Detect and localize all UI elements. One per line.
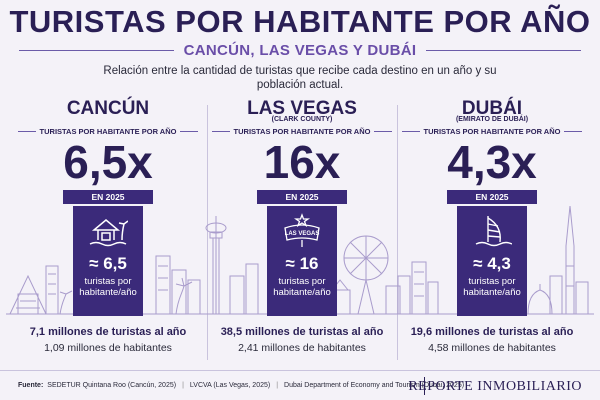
metric-label-row: TURISTAS POR HABITANTE POR AÑO [18, 125, 199, 137]
ratio-card: ≈ 6,5 turistas por habitante/año [73, 206, 143, 316]
las-vegas-sign-icon: LAS VEGAS [284, 213, 320, 247]
metric-label-row: TURISTAS POR HABITANTE POR AÑO [402, 125, 583, 137]
footer-source: Dubai Department of Economy and Tourism … [284, 382, 465, 389]
metric-rule [564, 130, 583, 132]
metric-rule [18, 130, 36, 132]
ratio-value: 16x [263, 136, 341, 188]
tourists-stat: 7,1 millones de turistas al año [29, 326, 187, 338]
city-column-cancun: CANCÚN TURISTAS POR HABITANTE POR AÑO 6,… [6, 98, 210, 363]
footer: Fuente: SEDETUR Quintana Roo (Cancún, 20… [0, 370, 600, 400]
metric-label: TURISTAS POR HABITANTE POR AÑO [233, 126, 371, 136]
card-unit: turistas por habitante/año [463, 276, 521, 298]
subtitle-rule-left [18, 49, 174, 51]
metric-rule [212, 130, 230, 132]
footer-source: LVCVA (Las Vegas, 2025) [189, 382, 271, 389]
card-value: ≈ 6,5 [89, 254, 127, 273]
city-subname: (CLARK COUNTY) [271, 116, 333, 123]
las-vegas-sign-text: LAS VEGAS [285, 231, 320, 237]
card-value: ≈ 16 [285, 254, 319, 273]
footer-separator: | [276, 382, 279, 389]
footer-label: Fuente: [18, 382, 44, 389]
metric-rule [180, 130, 199, 132]
city-subname: (EMIRATO DE DUBÁI) [455, 116, 529, 123]
footer-source: SEDETUR Quintana Roo (Cancún, 2025) [47, 382, 177, 389]
city-name: LAS VEGAS [247, 98, 357, 119]
ratio-card: ≈ 4,3 turistas por habitante/año [457, 206, 527, 316]
column-divider [397, 105, 398, 360]
year-badge: EN 2025 [447, 190, 537, 204]
card-unit: turistas por habitante/año [273, 276, 331, 298]
ratio-card: LAS VEGAS ≈ 16 turistas por habitante/añ… [267, 206, 337, 316]
las-vegas-skyline-illustration [200, 216, 404, 315]
city-name: DUBÁI [461, 98, 523, 119]
tourists-stat: 19,6 millones de turistas al año [410, 326, 574, 338]
year-badge: EN 2025 [63, 190, 153, 204]
subtitle-row: CANCÚN, LAS VEGAS Y DUBÁI [0, 40, 600, 60]
beach-hut-icon [89, 219, 128, 247]
residents-stat: 1,09 millones de habitantes [44, 342, 172, 354]
metric-label: TURISTAS POR HABITANTE POR AÑO [39, 126, 177, 136]
ratio-value: 6,5x [63, 136, 153, 188]
metric-rule [402, 130, 420, 132]
metric-label: TURISTAS POR HABITANTE POR AÑO [423, 126, 561, 136]
footer-separator: | [182, 382, 184, 389]
column-divider [207, 105, 208, 360]
metric-label-row: TURISTAS POR HABITANTE POR AÑO [212, 125, 393, 137]
card-value: ≈ 4,3 [473, 254, 511, 273]
tourists-stat: 38,5 millones de turistas al año [220, 326, 384, 338]
metric-rule [374, 130, 393, 132]
cancun-skyline-illustration [6, 255, 210, 315]
burj-al-arab-icon [475, 216, 512, 247]
card-unit: turistas por habitante/año [79, 276, 137, 298]
city-name: CANCÚN [66, 98, 150, 119]
year-badge: EN 2025 [257, 190, 347, 204]
subtitle-rule-right [426, 49, 582, 51]
city-column-dubai: DUBÁI (EMIRATO DE DUBÁI) TURISTAS POR HA… [390, 98, 594, 363]
residents-stat: 2,41 millones de habitantes [238, 342, 366, 354]
ratio-value: 4,3x [447, 136, 537, 188]
description-text: Relación entre la cantidad de turistas q… [103, 65, 497, 91]
brand-divider [424, 377, 425, 395]
residents-stat: 4,58 millones de habitantes [428, 342, 556, 354]
page-subtitle: CANCÚN, LAS VEGAS Y DUBÁI [183, 41, 417, 59]
city-column-las-vegas: LAS VEGAS (CLARK COUNTY) TURISTAS POR HA… [200, 98, 404, 363]
brand-logo: REPORTE INMOBILIARIO [408, 379, 582, 394]
page-title: TURISTAS POR HABITANTE POR AÑO [9, 4, 591, 39]
